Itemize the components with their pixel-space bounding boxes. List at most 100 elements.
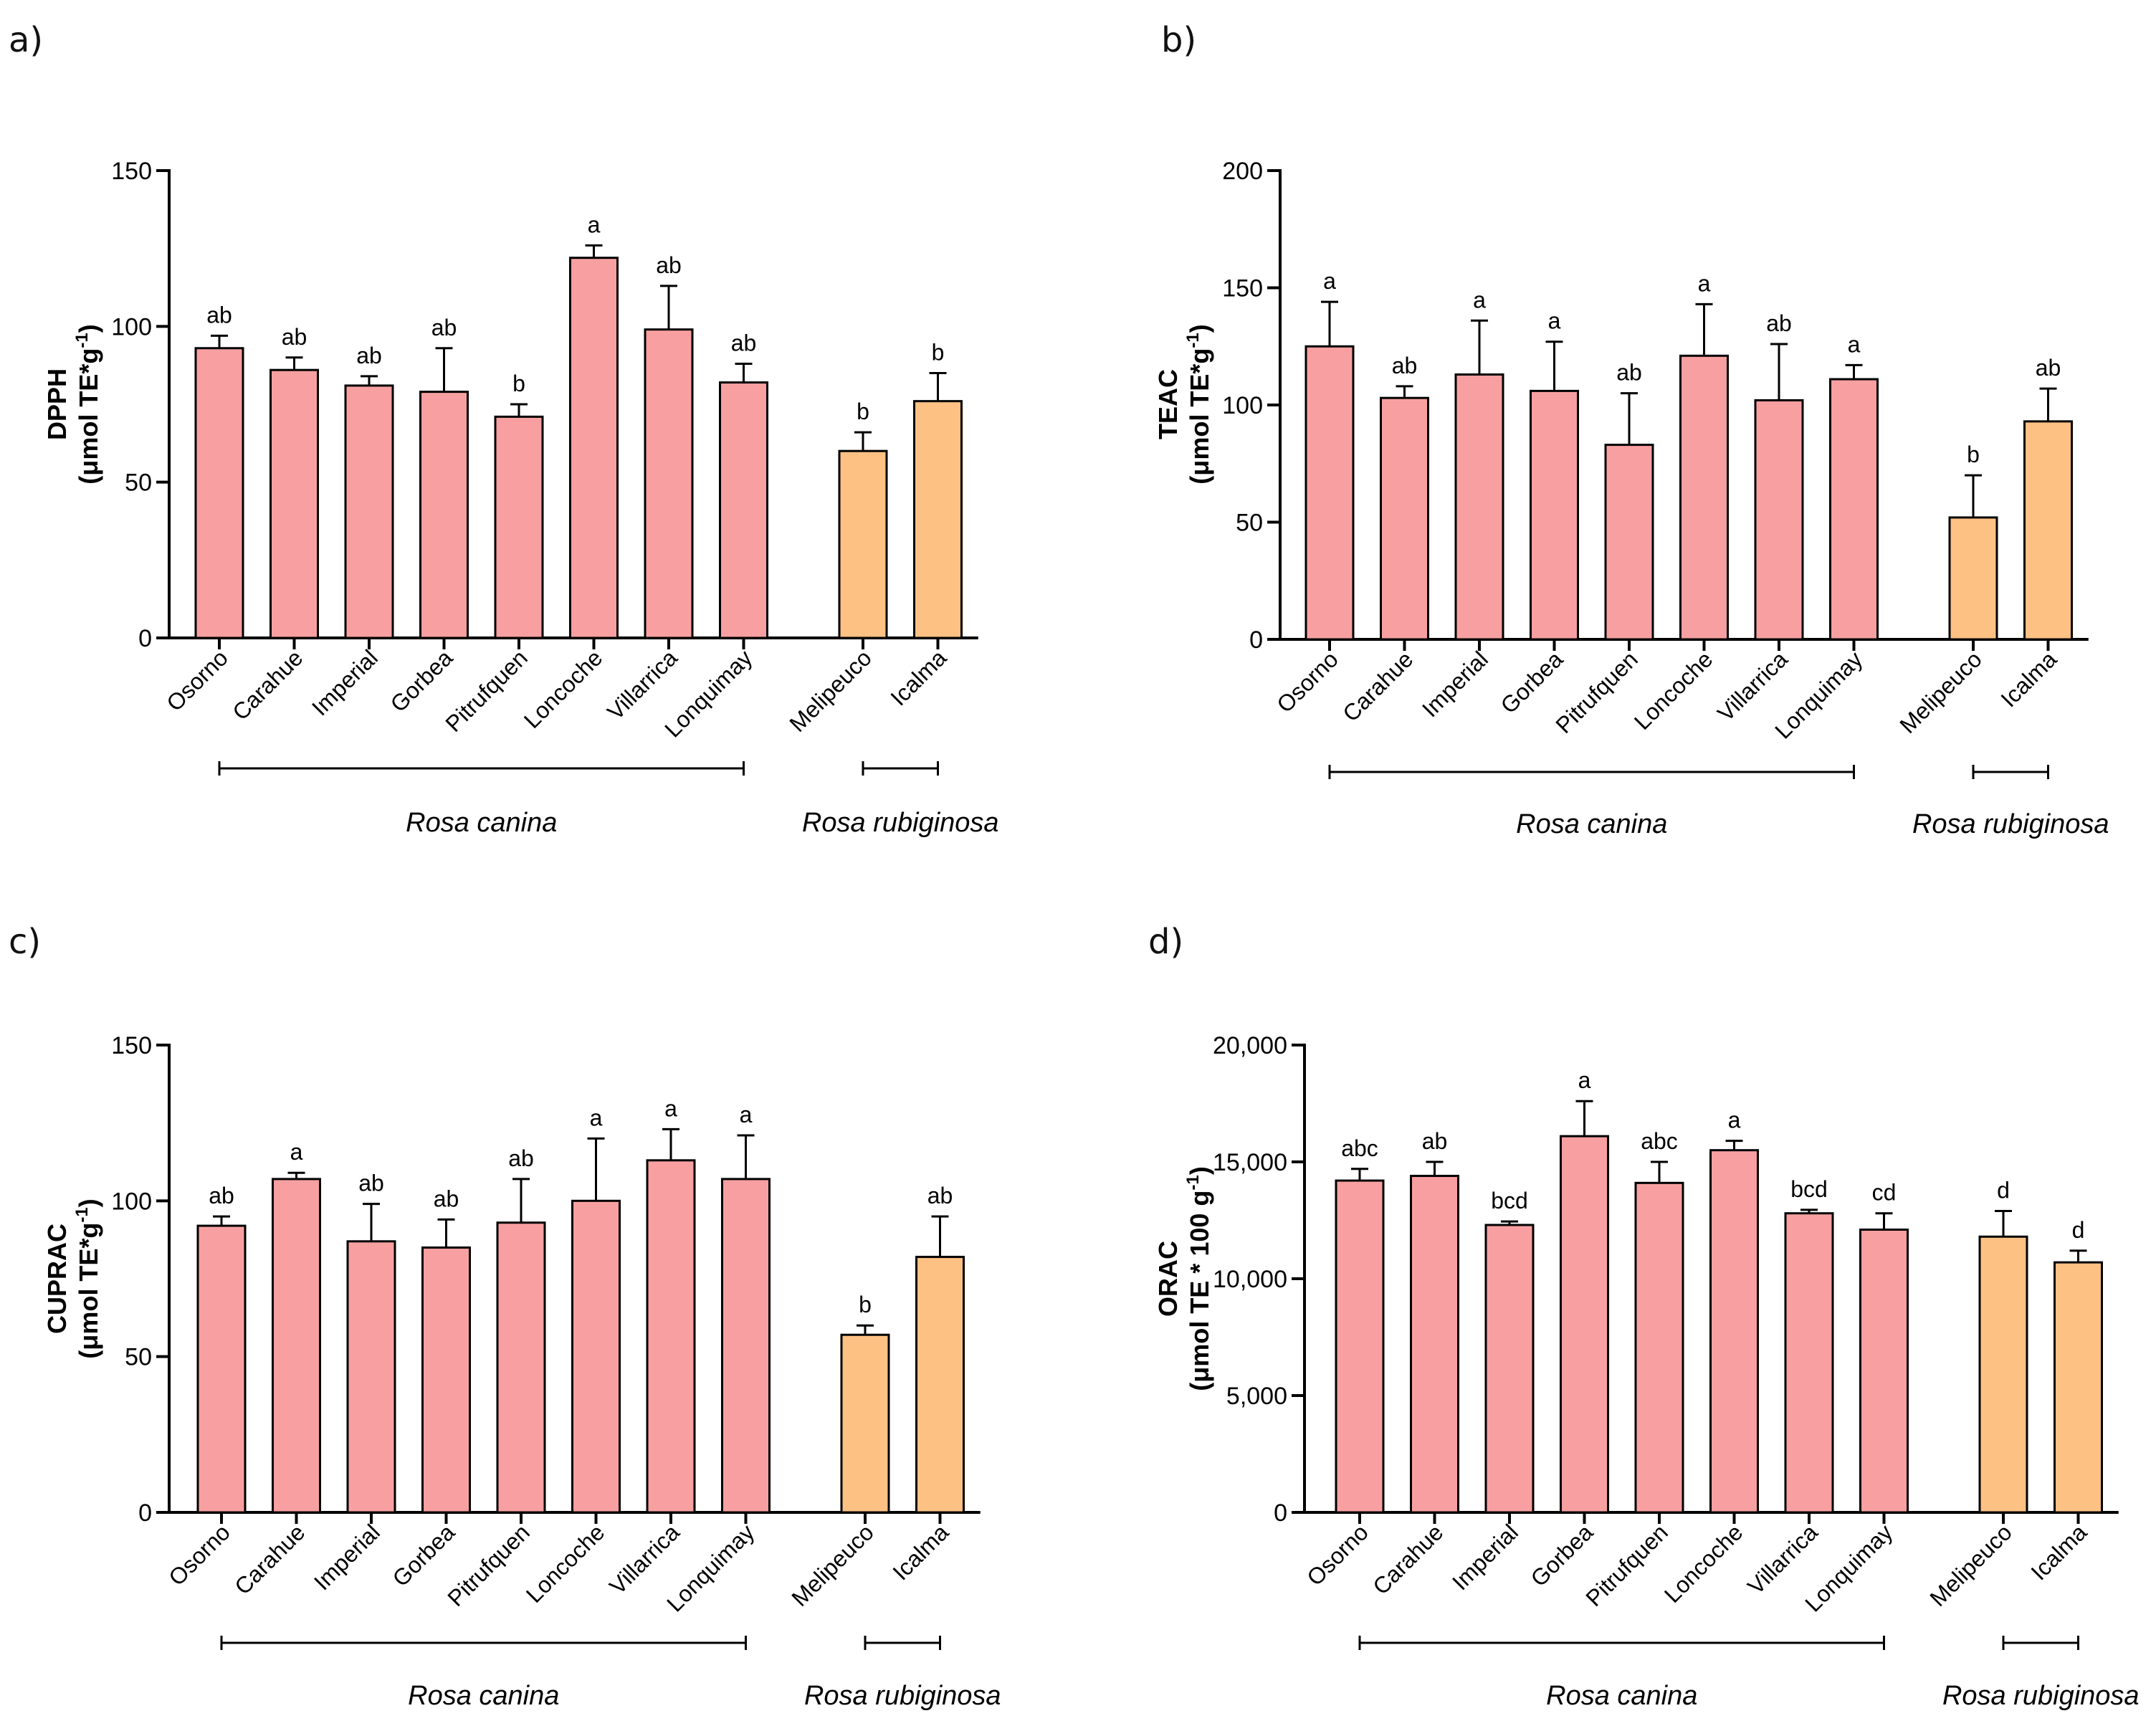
significance-letter: ab xyxy=(431,315,457,340)
significance-letter: bcd xyxy=(1790,1176,1828,1202)
category-label: Pitrufquen xyxy=(1550,646,1643,738)
species-label: Rosa canina xyxy=(1516,809,1667,839)
y-axis-label-line2: (μmol TE*g xyxy=(1185,348,1214,485)
bar-villarrica xyxy=(1754,399,1804,641)
bar-villarrica xyxy=(644,328,694,639)
significance-letter: bcd xyxy=(1491,1188,1528,1213)
bar-osorno xyxy=(1335,1179,1385,1514)
category-label: Icalma xyxy=(887,1519,953,1585)
significance-letter: cd xyxy=(1872,1180,1897,1206)
bar-osorno xyxy=(196,1224,247,1514)
category-label: Carahue xyxy=(1337,646,1418,726)
significance-letter: ab xyxy=(358,1170,384,1196)
category-label: Imperial xyxy=(1417,646,1493,722)
significance-letter: a xyxy=(1473,287,1486,313)
significance-letter: ab xyxy=(282,324,307,350)
species-label: Rosa rubiginosa xyxy=(1942,1681,2140,1711)
significance-letter: abc xyxy=(1341,1135,1378,1161)
species-bracket xyxy=(1328,765,1855,779)
bar-osorno xyxy=(194,347,244,639)
significance-letter: ab xyxy=(927,1183,953,1208)
bar-icalma xyxy=(2023,420,2073,641)
species-bracket xyxy=(218,761,745,776)
chart-panel-4: d) 0 5,000 10,000 15,000 20,000 ORAC(μmol TE *… xyxy=(1148,922,2140,1711)
y-tick-label: 5,000 xyxy=(1226,1383,1287,1410)
significance-letter: ab xyxy=(1616,360,1642,386)
bar-gorbea xyxy=(419,391,469,639)
bar-icalma xyxy=(913,400,963,639)
category-label: Loncoche xyxy=(1629,646,1718,735)
species-label: Rosa rubiginosa xyxy=(1912,809,2109,839)
category-label: Melipeuco xyxy=(786,1519,879,1611)
bar-imperial xyxy=(346,1240,396,1514)
panel-label: b) xyxy=(1161,20,1196,60)
significance-letter: b xyxy=(1967,442,1980,467)
significance-letter: a xyxy=(290,1139,303,1165)
bar-pitrufquen xyxy=(496,1221,546,1514)
bar-pitrufquen xyxy=(1604,444,1654,641)
category-label: Loncoche xyxy=(521,1519,610,1608)
category-label: Pitrufquen xyxy=(1580,1519,1673,1611)
category-label: Pitrufquen xyxy=(440,644,533,737)
bar-icalma xyxy=(915,1256,965,1514)
bar-imperial xyxy=(1454,373,1504,641)
y-tick-label: 0 xyxy=(138,625,152,652)
category-label: Imperial xyxy=(307,644,383,720)
y-tick-label: 100 xyxy=(1222,392,1263,419)
bar-villarrica xyxy=(1784,1212,1834,1514)
y-tick-label: 15,000 xyxy=(1213,1149,1287,1176)
y-axis-label-superscript: -1 xyxy=(1183,1175,1203,1190)
y-tick-label: 10,000 xyxy=(1213,1266,1287,1293)
category-label: Pitrufquen xyxy=(442,1519,535,1611)
species-bracket xyxy=(220,1636,747,1650)
category-label: Melipeuco xyxy=(1894,646,1987,738)
category-label: Gorbea xyxy=(1526,1519,1598,1591)
species-bracket xyxy=(864,1636,941,1650)
bar-loncoche xyxy=(569,257,619,639)
y-axis-label-close: ) xyxy=(74,1198,103,1207)
category-label: Icalma xyxy=(2026,1519,2091,1585)
significance-letter: a xyxy=(588,211,601,237)
category-label: Gorbea xyxy=(386,644,458,717)
significance-letter: a xyxy=(1578,1067,1591,1093)
species-bracket xyxy=(1358,1636,1885,1650)
y-tick-label: 100 xyxy=(111,1188,152,1215)
significance-letter: a xyxy=(664,1095,677,1121)
category-label: Gorbea xyxy=(388,1519,460,1591)
category-label: Melipeuco xyxy=(1924,1519,2017,1611)
bar-lonquimay xyxy=(1829,378,1879,641)
y-axis-label-line1: CUPRAC xyxy=(42,1224,72,1334)
y-axis-label-line2: (μmol TE*g xyxy=(74,348,103,485)
significance-letter: a xyxy=(1848,331,1861,357)
significance-letter: b xyxy=(857,399,869,424)
y-tick-label: 200 xyxy=(1222,158,1263,185)
y-axis-label-line1: DPPH xyxy=(42,368,72,440)
category-label: Imperial xyxy=(309,1519,385,1595)
category-label: Loncoche xyxy=(1659,1519,1748,1608)
y-axis-label-line2: (μmol TE * 100 g xyxy=(1185,1191,1214,1391)
y-axis-label-line1: TEAC xyxy=(1153,369,1183,439)
bar-loncoche xyxy=(571,1199,621,1514)
significance-letter: a xyxy=(1698,270,1711,296)
bar-pitrufquen xyxy=(494,415,544,639)
y-axis-label: TEAC(μmol TE*g-1) xyxy=(1153,324,1214,484)
bar-carahue xyxy=(1410,1175,1459,1514)
bar-melipeuco xyxy=(840,1333,890,1514)
y-tick-label: 150 xyxy=(111,1032,152,1059)
y-tick-label: 0 xyxy=(1274,1499,1287,1527)
y-axis-label: ORAC(μmol TE * 100 g-1) xyxy=(1153,1166,1214,1391)
y-tick-label: 0 xyxy=(138,1499,152,1527)
y-tick-label: 50 xyxy=(125,1344,152,1371)
bar-melipeuco xyxy=(1978,1235,2028,1514)
significance-letter: a xyxy=(1728,1107,1741,1133)
significance-letter: ab xyxy=(1392,353,1418,378)
category-label: Melipeuco xyxy=(784,644,877,737)
category-label: Gorbea xyxy=(1496,646,1568,718)
species-label: Rosa canina xyxy=(408,1681,559,1711)
bar-icalma xyxy=(2054,1261,2103,1514)
species-label: Rosa canina xyxy=(406,808,557,838)
significance-letter: ab xyxy=(656,252,682,278)
significance-letter: a xyxy=(590,1105,603,1130)
